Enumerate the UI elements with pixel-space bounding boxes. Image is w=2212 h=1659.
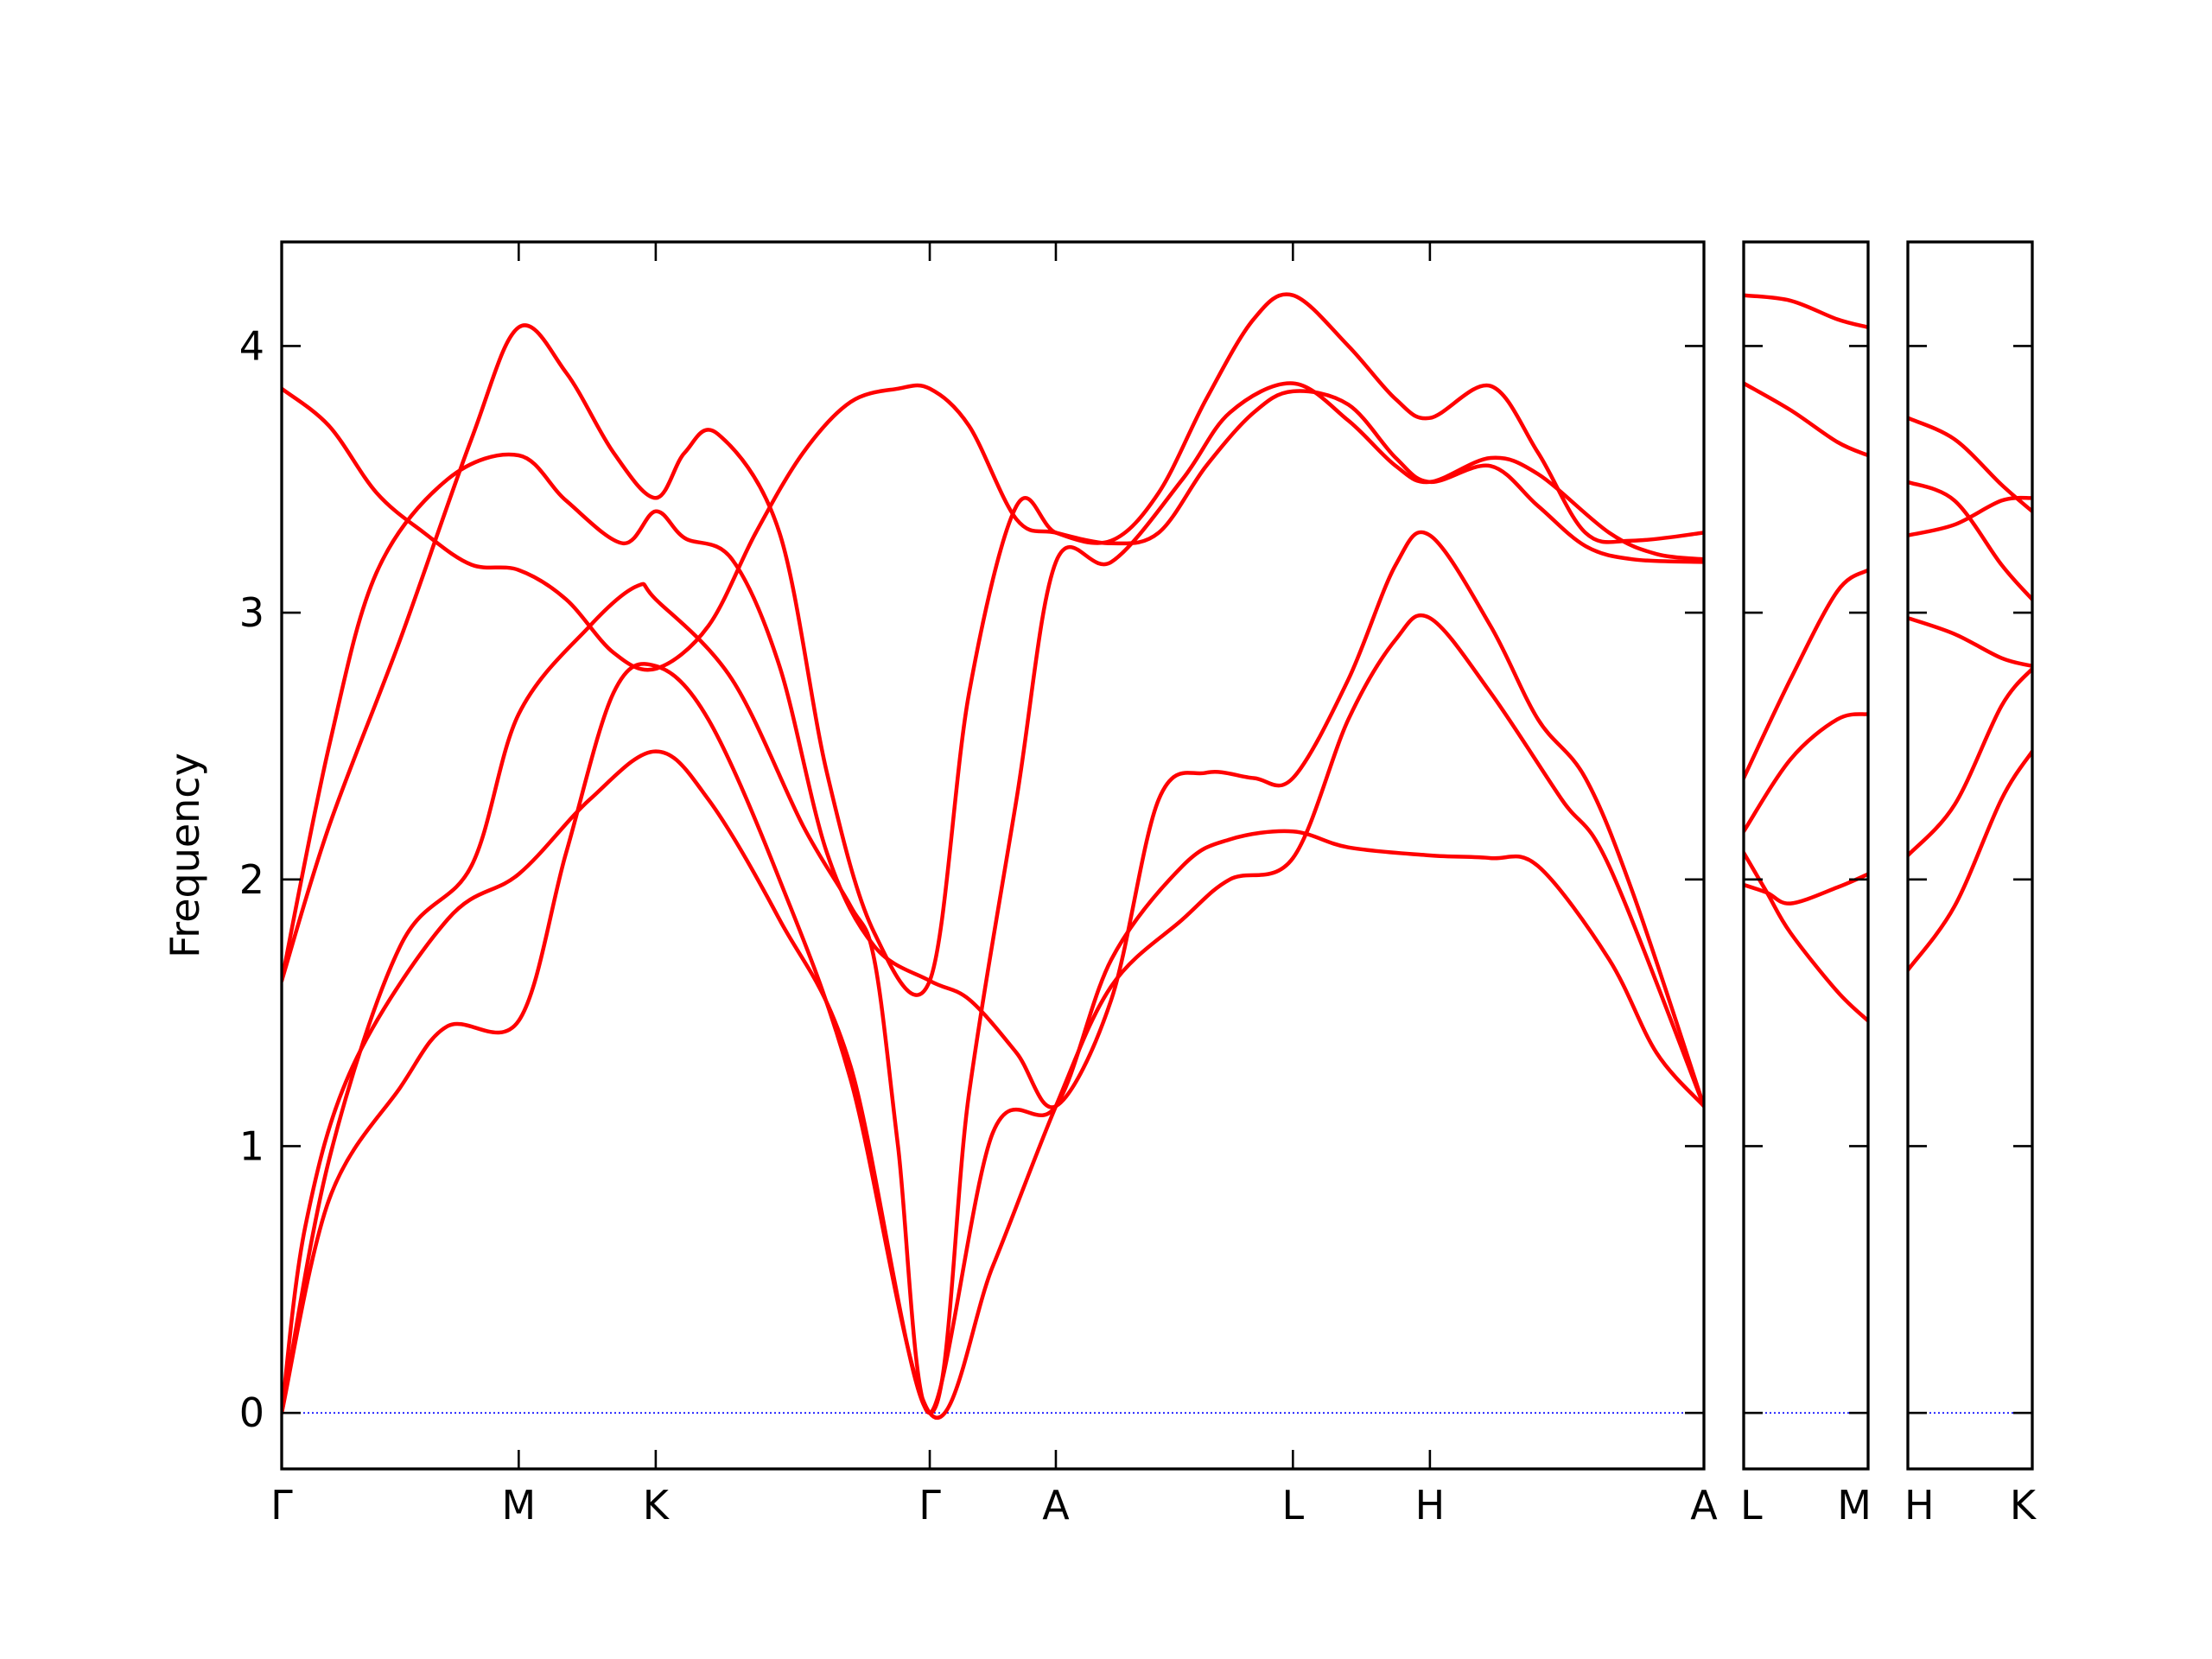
band-line-4 [1908,616,2032,669]
x-tick-label: M [501,1482,536,1529]
band-line-6 [1744,872,1868,906]
band-line-3 [1744,568,1868,780]
panel-frame [1906,240,2034,1471]
band-line-4 [282,452,1704,1109]
band-line-5 [282,292,1704,997]
x-tick-label: H [1904,1482,1935,1529]
y-axis-label: Frequency [162,753,208,958]
band-line-5 [1908,666,2032,858]
band-line-6 [1908,749,2032,972]
panel-frame [280,240,1706,1471]
y-tick-label: 1 [239,1122,264,1169]
band-line-2 [1908,480,2032,601]
y-tick-label: 4 [239,322,264,369]
panel-frame [1742,240,1870,1471]
y-tick-label: 0 [239,1389,264,1436]
bands [282,292,1704,1421]
x-tick-label: K [2010,1482,2037,1529]
x-tick-label: L [1281,1482,1304,1529]
x-tick-label: A [1042,1482,1070,1529]
bands [1908,416,2032,972]
band-line-1 [282,582,1704,1415]
band-line-2 [1744,381,1868,458]
band-line-2 [282,613,1704,1421]
band-line-3 [282,381,1704,1415]
x-tick-label: Γ [918,1482,941,1529]
x-tick-label: Γ [270,1482,293,1529]
band-line-5 [1744,850,1868,1023]
x-tick-label: H [1415,1482,1446,1529]
y-tick-label: 3 [239,589,264,636]
x-tick-label: K [643,1482,671,1529]
band-line-1 [1908,416,2032,514]
band-line-3 [1908,495,2032,537]
band-line-4 [1744,712,1868,834]
x-tick-label: L [1740,1482,1763,1529]
band-line-1 [1744,293,1868,330]
bands [1744,293,1868,1023]
x-tick-label: M [1837,1482,1872,1529]
band-line-6 [282,383,1704,672]
panel-1: 0 1 2 3 4 Γ M K Γ A L H A [239,240,1718,1529]
x-tick-label: A [1690,1482,1718,1529]
y-tick-label: 2 [239,856,264,903]
